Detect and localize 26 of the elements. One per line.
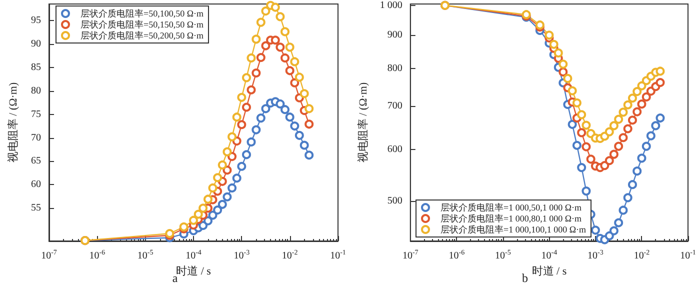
y-tick-label: 600 bbox=[387, 144, 402, 156]
x-axis-title: 时道 / s bbox=[532, 264, 567, 278]
y-axis-title: 视电阻率 / (Ω·m) bbox=[356, 82, 370, 163]
legend-label: 层状介质电阻率=1 000,100,1 000 Ω·m bbox=[440, 224, 586, 234]
y-tick-label: 95 bbox=[31, 14, 41, 26]
y-tick-label: 70 bbox=[31, 132, 41, 144]
legend-label: 层状介质电阻率=50,200,50 Ω·m bbox=[80, 30, 204, 40]
y-tick-label: 900 bbox=[387, 30, 402, 41]
legend-label: 层状介质电阻率=1 000,50,1 000 Ω·m bbox=[440, 202, 582, 212]
y-tick-label: 700 bbox=[387, 100, 402, 112]
y-tick-label: 65 bbox=[31, 156, 41, 167]
y-axis-title: 视电阻率 / (Ω·m) bbox=[6, 82, 20, 163]
y-tick-label: 90 bbox=[31, 38, 41, 50]
y-tick-label: 1 000 bbox=[380, 0, 402, 11]
y-tick-label: 80 bbox=[31, 85, 41, 96]
text: b bbox=[522, 271, 528, 285]
legend-label: 层状介质电阻率=50,150,50 Ω·m bbox=[80, 20, 204, 30]
y-tick-label: 55 bbox=[31, 202, 41, 214]
y-tick-label: 60 bbox=[31, 179, 41, 190]
y-tick-label: 75 bbox=[31, 108, 41, 120]
y-tick-label: 800 bbox=[387, 62, 402, 74]
legend-label: 层状介质电阻率=50,100,50 Ω·m bbox=[80, 8, 204, 18]
y-tick-label: 500 bbox=[387, 196, 402, 207]
legend-label: 层状介质电阻率=1 000,80,1 000 Ω·m bbox=[440, 214, 582, 224]
y-tick-label: 85 bbox=[31, 62, 41, 73]
x-axis-title: 时道 / s bbox=[176, 264, 211, 278]
